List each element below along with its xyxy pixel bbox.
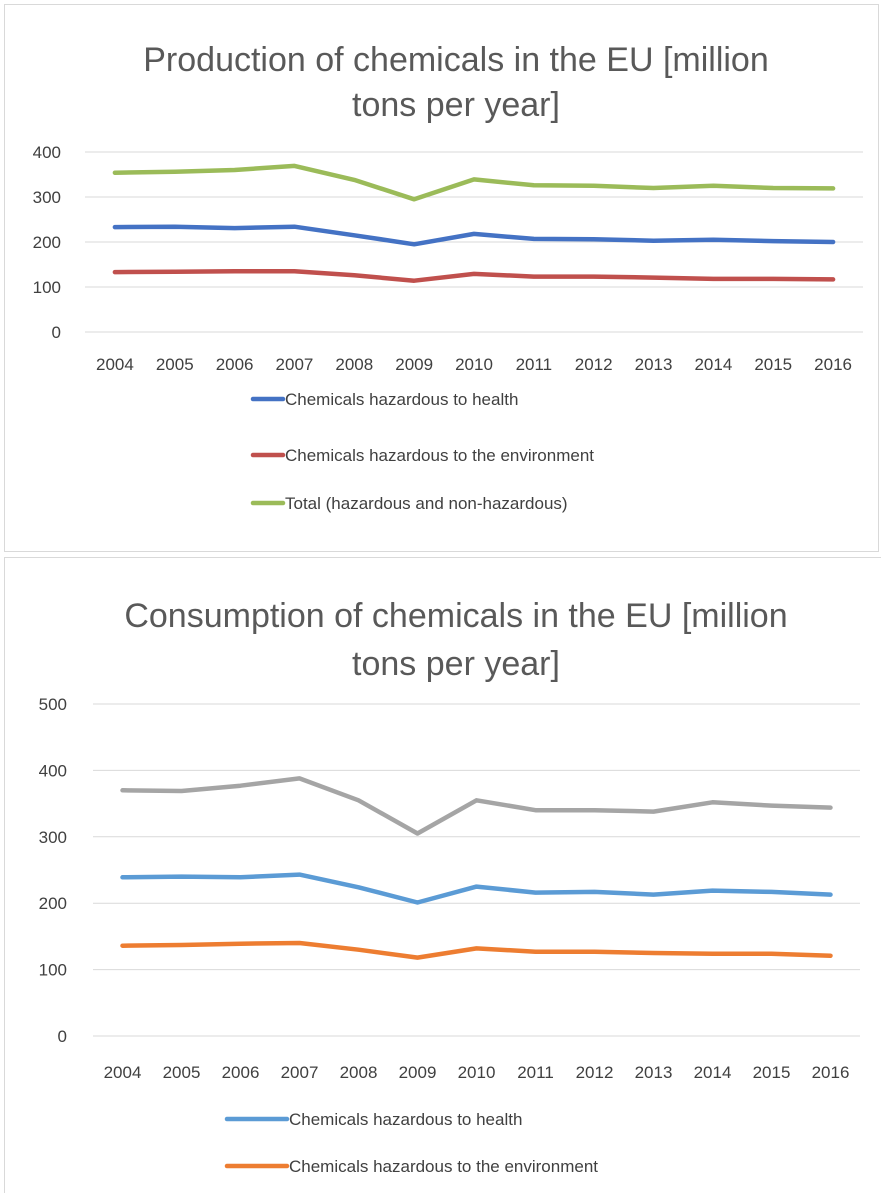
legend-label: Chemicals hazardous to the environment xyxy=(285,446,594,465)
y-tick-label: 200 xyxy=(33,233,61,252)
consumption-chart-svg: Consumption of chemicals in the EU [mill… xyxy=(5,558,881,1193)
y-tick-label: 100 xyxy=(39,961,67,980)
chart-title-line: Production of chemicals in the EU [milli… xyxy=(143,41,769,79)
y-tick-label: 100 xyxy=(33,278,61,297)
x-tick-label: 2013 xyxy=(635,355,673,374)
x-tick-label: 2005 xyxy=(163,1063,201,1082)
legend-label: Chemicals hazardous to the environment xyxy=(289,1157,598,1176)
series-line-2 xyxy=(123,943,831,958)
x-tick-label: 2014 xyxy=(694,1063,732,1082)
production-chart-svg: Production of chemicals in the EU [milli… xyxy=(5,5,878,551)
x-tick-label: 2009 xyxy=(395,355,433,374)
x-tick-label: 2015 xyxy=(754,355,792,374)
x-tick-label: 2008 xyxy=(335,355,373,374)
y-tick-label: 400 xyxy=(39,761,67,780)
x-tick-label: 2011 xyxy=(516,355,553,374)
y-tick-label: 0 xyxy=(58,1027,67,1046)
x-tick-label: 2009 xyxy=(399,1063,437,1082)
x-tick-label: 2013 xyxy=(635,1063,673,1082)
consumption-chart: Consumption of chemicals in the EU [mill… xyxy=(4,557,881,1193)
chart-title-line: tons per year] xyxy=(352,86,560,124)
x-tick-label: 2010 xyxy=(458,1063,496,1082)
x-tick-label: 2004 xyxy=(96,355,134,374)
x-tick-label: 2014 xyxy=(694,355,732,374)
x-tick-label: 2016 xyxy=(812,1063,850,1082)
production-chart: Production of chemicals in the EU [milli… xyxy=(4,4,879,552)
series-line-3 xyxy=(123,778,831,833)
x-tick-label: 2011 xyxy=(517,1063,554,1082)
y-tick-label: 500 xyxy=(39,695,67,714)
x-tick-label: 2007 xyxy=(276,355,314,374)
x-tick-label: 2012 xyxy=(576,1063,614,1082)
x-tick-label: 2004 xyxy=(104,1063,142,1082)
legend-label: Chemicals hazardous to health xyxy=(289,1110,522,1129)
legend-label: Chemicals hazardous to health xyxy=(285,390,518,409)
x-tick-label: 2006 xyxy=(216,355,254,374)
series-line-1 xyxy=(123,875,831,903)
x-tick-label: 2007 xyxy=(281,1063,319,1082)
x-tick-label: 2008 xyxy=(340,1063,378,1082)
x-tick-label: 2010 xyxy=(455,355,493,374)
legend-label: Total (hazardous and non-hazardous) xyxy=(285,494,568,513)
x-tick-label: 2005 xyxy=(156,355,194,374)
y-tick-label: 0 xyxy=(52,323,61,342)
series-line-2 xyxy=(115,271,833,280)
y-tick-label: 300 xyxy=(33,188,61,207)
x-tick-label: 2015 xyxy=(753,1063,791,1082)
x-tick-label: 2006 xyxy=(222,1063,260,1082)
x-tick-label: 2016 xyxy=(814,355,852,374)
x-tick-label: 2012 xyxy=(575,355,613,374)
y-tick-label: 400 xyxy=(33,143,61,162)
y-tick-label: 200 xyxy=(39,894,67,913)
series-line-3 xyxy=(115,166,833,199)
y-tick-label: 300 xyxy=(39,828,67,847)
chart-title-line: tons per year] xyxy=(352,645,560,683)
chart-title-line: Consumption of chemicals in the EU [mill… xyxy=(124,597,787,635)
